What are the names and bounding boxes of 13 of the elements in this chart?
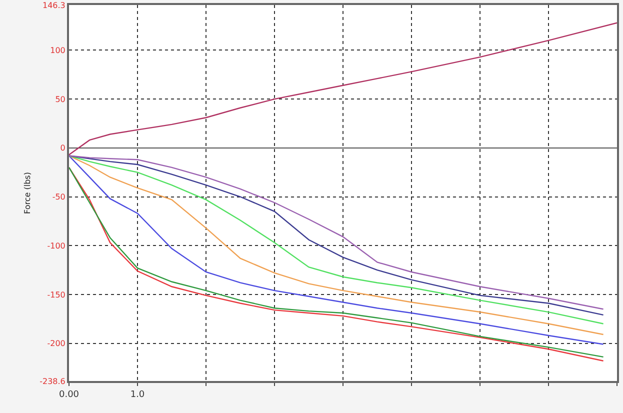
x-tick-label: 0.00 xyxy=(58,390,80,400)
y-tick-label: 146.3 xyxy=(42,0,66,10)
y-tick-label: -200 xyxy=(47,339,66,348)
y-tick-label: 100 xyxy=(50,46,66,56)
y-tick-label: -50 xyxy=(52,192,66,202)
y-tick-label: 50 xyxy=(55,94,66,104)
y-tick-label: 0 xyxy=(60,144,66,153)
y-tick-label: -100 xyxy=(47,241,66,250)
line-series xyxy=(69,22,617,156)
y-axis-title: Force (lbs) xyxy=(22,172,32,214)
x-tick-label: 1.0 xyxy=(130,390,145,400)
y-tick-label: -238.6 xyxy=(40,376,66,386)
y-tick-label: -150 xyxy=(47,290,66,300)
